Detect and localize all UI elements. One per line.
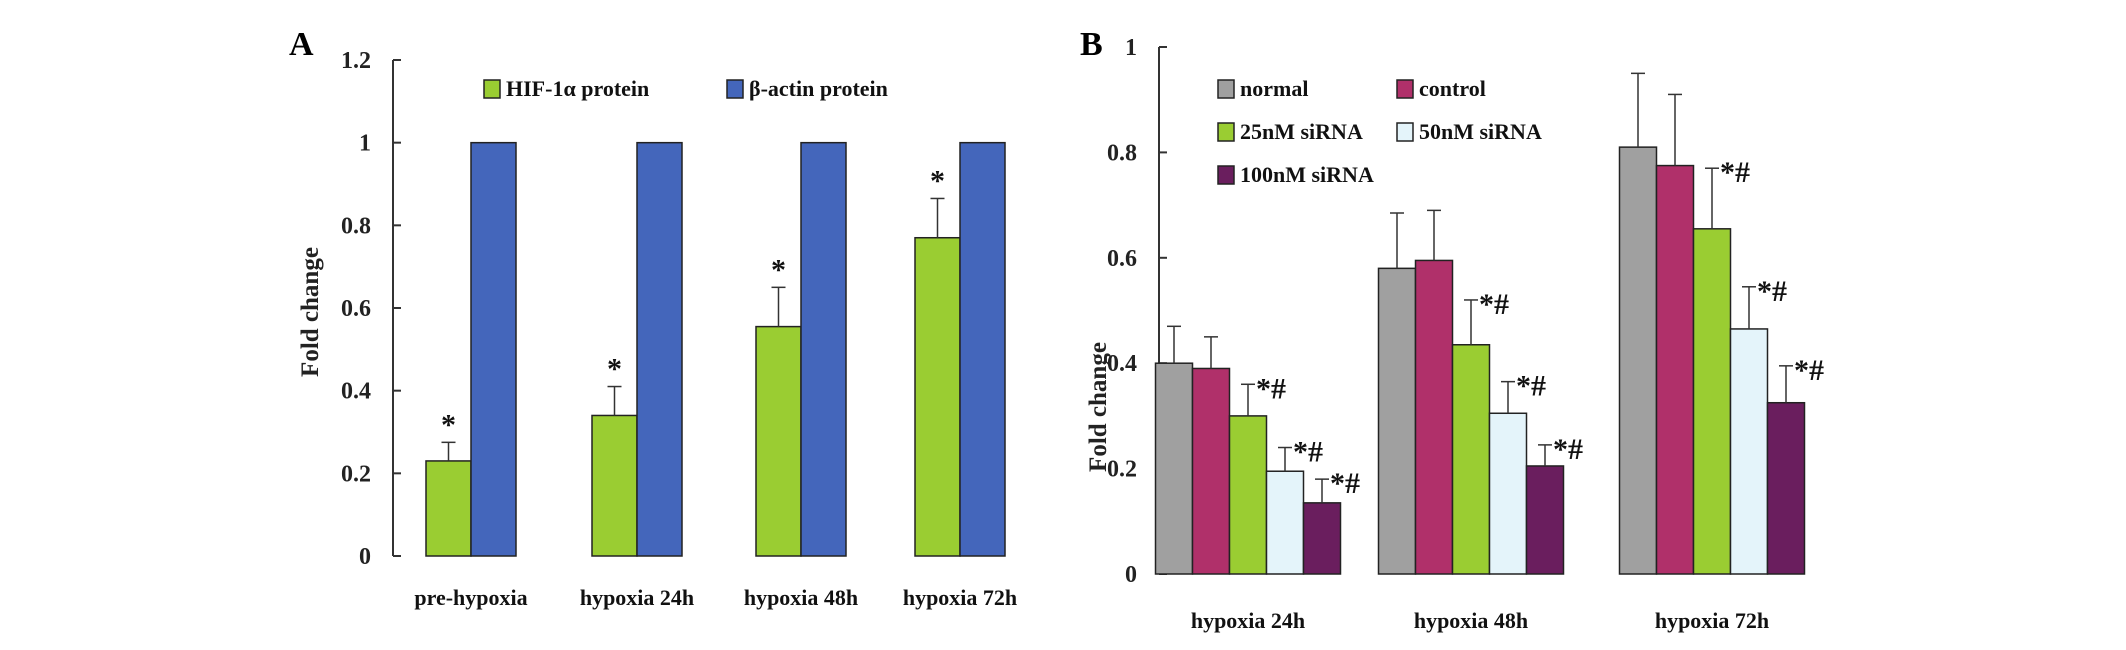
bar — [636, 141, 683, 557]
significance-marker: * — [930, 164, 945, 197]
significance-marker: *# — [1516, 370, 1546, 403]
legend-swatch — [483, 79, 501, 99]
bar — [1766, 401, 1806, 575]
bar — [1265, 470, 1305, 575]
legend-swatch — [1217, 122, 1235, 142]
bar — [425, 460, 472, 557]
bar — [1451, 344, 1491, 575]
y-tick-label: 0 — [359, 544, 371, 570]
bar — [1228, 415, 1268, 575]
y-tick-label: 0.2 — [1107, 457, 1137, 483]
bar — [1302, 502, 1342, 575]
x-tick-label: hypoxia 72h — [903, 585, 1017, 610]
y-tick-label: 1 — [359, 131, 371, 157]
legend-label: normal — [1240, 76, 1308, 101]
legend-label: β-actin protein — [749, 76, 888, 101]
significance-marker: *# — [1720, 156, 1750, 189]
bar — [1488, 412, 1528, 575]
legend-label: 25nM siRNA — [1240, 119, 1363, 144]
x-tick-label: hypoxia 48h — [744, 585, 858, 610]
legend-label: 50nM siRNA — [1419, 119, 1542, 144]
significance-marker: *# — [1256, 372, 1286, 405]
x-tick-label: hypoxia 72h — [1655, 608, 1769, 633]
legend-swatch — [1396, 79, 1414, 99]
x-tick-label: hypoxia 24h — [1191, 608, 1305, 633]
legend-label: HIF-1α protein — [506, 76, 649, 101]
bar — [591, 414, 638, 557]
significance-marker: * — [607, 353, 622, 386]
bar — [1525, 465, 1565, 575]
x-tick-label: hypoxia 48h — [1414, 608, 1528, 633]
y-tick-label: 0.2 — [341, 461, 371, 487]
panel-label-b: B — [1080, 26, 1103, 63]
legend-swatch — [1217, 165, 1235, 185]
bar — [1154, 362, 1194, 575]
y-tick-label: 0 — [1125, 562, 1137, 588]
bar — [1692, 228, 1732, 575]
x-tick-label: hypoxia 24h — [580, 585, 694, 610]
bar — [1618, 146, 1658, 575]
significance-marker: * — [771, 253, 786, 286]
bar — [1377, 267, 1417, 575]
y-tick-label: 1 — [1125, 35, 1137, 61]
bar — [800, 141, 847, 557]
y-axis-label-a: Fold change — [297, 247, 324, 377]
legend-swatch — [1217, 79, 1235, 99]
significance-marker: * — [441, 408, 456, 441]
significance-marker: *# — [1479, 288, 1509, 321]
bar — [1414, 259, 1454, 575]
significance-marker: *# — [1330, 467, 1360, 500]
y-tick-label: 0.8 — [341, 213, 371, 239]
y-tick-label: 0.6 — [1107, 246, 1137, 272]
legend-label: 100nM siRNA — [1240, 162, 1374, 187]
chart-a: 0 0.2 0.4 0.6 0.8 1 1.2 pre-hypoxia * hypoxia 24h… — [341, 48, 1017, 610]
y-axis-label-b: Fold change — [1085, 342, 1112, 472]
y-tick-label: 0.4 — [1107, 351, 1137, 377]
legend-label: control — [1419, 76, 1486, 101]
bar — [914, 236, 961, 557]
legend-swatch — [726, 79, 744, 99]
bar — [755, 325, 802, 557]
significance-marker: *# — [1293, 436, 1323, 469]
y-tick-label: 1.2 — [341, 48, 371, 74]
x-tick-label: pre-hypoxia — [414, 585, 527, 610]
significance-marker: *# — [1757, 275, 1787, 308]
bar — [1191, 367, 1231, 575]
bar — [470, 141, 517, 557]
bar — [959, 141, 1006, 557]
significance-marker: *# — [1794, 354, 1824, 387]
legend-swatch — [1396, 122, 1414, 142]
y-tick-label: 0.8 — [1107, 140, 1137, 166]
y-tick-label: 0.6 — [341, 296, 371, 322]
bar — [1729, 328, 1769, 575]
panel-label-a: A — [289, 26, 314, 63]
significance-marker: *# — [1553, 433, 1583, 466]
bar — [1655, 164, 1695, 575]
y-tick-label: 0.4 — [341, 379, 371, 405]
